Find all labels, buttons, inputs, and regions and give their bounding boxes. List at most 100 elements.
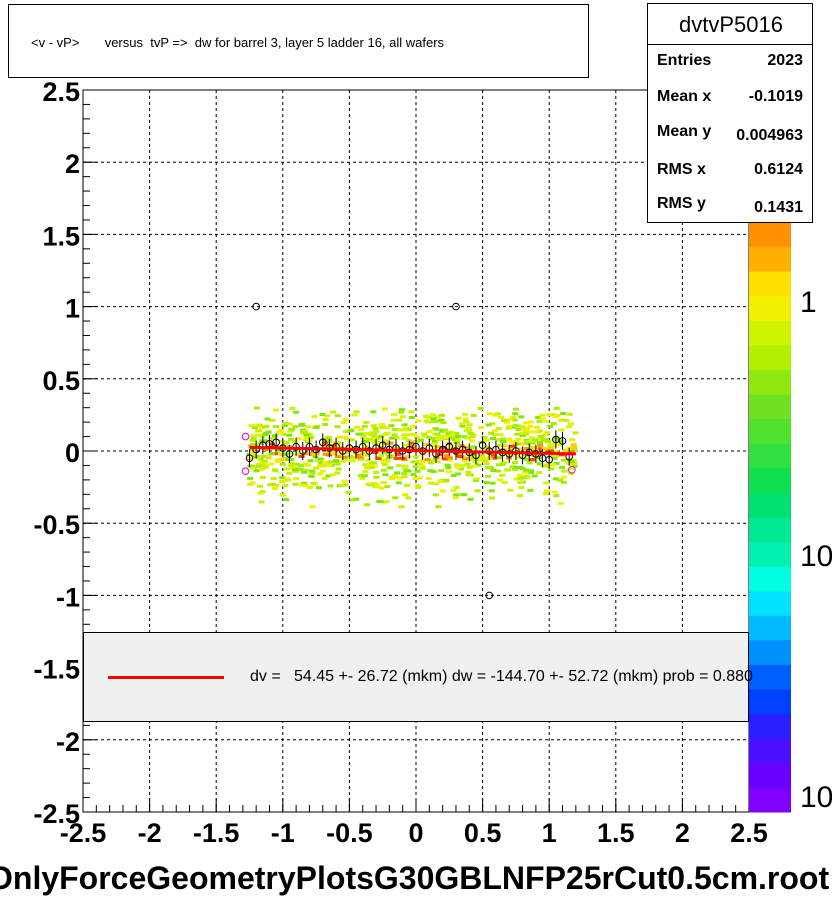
heatmap-cell (488, 489, 495, 493)
heatmap-cell (395, 464, 402, 468)
heatmap-cell (248, 424, 255, 428)
heatmap-cell (323, 443, 330, 447)
heatmap-cell (499, 437, 506, 441)
heatmap-cell (311, 415, 318, 419)
colorbar-step (749, 492, 791, 518)
heatmap-cell (517, 473, 524, 477)
heatmap-cell (348, 459, 355, 463)
heatmap-cell (265, 456, 272, 460)
heatmap-cell (283, 441, 290, 445)
heatmap-cell (392, 475, 399, 479)
heatmap-cell (325, 463, 332, 467)
heatmap-cell (372, 464, 379, 468)
heatmap-cell (257, 441, 264, 445)
heatmap-cell (361, 474, 368, 478)
stats-row-mean-x: Mean x -0.1019 (648, 88, 812, 118)
heatmap-cell (259, 475, 266, 479)
heatmap-cell (285, 444, 292, 448)
heatmap-cell (293, 477, 300, 481)
y-tick-label: -1 (56, 582, 80, 612)
heatmap-cell (547, 424, 554, 428)
heatmap-cell (292, 425, 299, 429)
heatmap-cell (565, 425, 572, 429)
heatmap-cell (491, 433, 498, 437)
stats-separator (648, 44, 812, 45)
heatmap-cell (374, 483, 381, 487)
heatmap-cell (268, 437, 275, 441)
heatmap-cell (423, 414, 430, 418)
heatmap-cell (305, 425, 312, 429)
heatmap-cell (458, 467, 465, 471)
heatmap-cell (299, 422, 306, 426)
colorbar-step (749, 344, 791, 370)
heatmap-cell (540, 438, 547, 442)
x-tick-label: 2.5 (730, 818, 768, 848)
heatmap-cell (356, 455, 363, 459)
heatmap-cell (396, 418, 403, 422)
heatmap-cell (513, 440, 520, 444)
heatmap-cell (372, 441, 379, 445)
x-tick-label: -1 (271, 818, 295, 848)
heatmap-cell (560, 412, 567, 416)
heatmap-cell (528, 445, 535, 449)
heatmap-cell (293, 462, 300, 466)
heatmap-cell (313, 466, 320, 470)
heatmap-cell (557, 501, 564, 505)
heatmap-cell (505, 426, 512, 430)
heatmap-cell (291, 468, 298, 472)
heatmap-cell (478, 454, 485, 458)
heatmap-cell (446, 456, 453, 460)
heatmap-cell (279, 462, 286, 466)
heatmap-cell (495, 427, 502, 431)
heatmap-cell (334, 414, 341, 418)
heatmap-cell (552, 477, 559, 481)
heatmap-cell (297, 467, 304, 471)
heatmap-cell (380, 460, 387, 464)
stats-value: 0.6124 (754, 161, 803, 178)
heatmap-cell (511, 418, 518, 422)
heatmap-cell (267, 483, 274, 487)
heatmap-cell (465, 473, 472, 477)
heatmap-cell (433, 436, 440, 440)
heatmap-cell (389, 477, 396, 481)
heatmap-cell (516, 494, 523, 498)
heatmap-cell (532, 438, 539, 442)
heatmap-cell (327, 460, 334, 464)
heatmap-cell (428, 461, 435, 465)
heatmap-cell (449, 433, 456, 437)
heatmap-cell (410, 473, 417, 477)
heatmap-cell (533, 430, 540, 434)
heatmap-cell (421, 434, 428, 438)
y-tick-label: 2 (65, 149, 80, 179)
heatmap-cell (274, 460, 281, 464)
heatmap-cell (402, 464, 409, 468)
heatmap-cell (398, 410, 405, 414)
y-tick-label: -2.5 (33, 799, 80, 829)
heatmap-cell (253, 406, 260, 410)
heatmap-cell (288, 464, 295, 468)
heatmap-cell (501, 481, 508, 485)
heatmap-cell (406, 427, 413, 431)
heatmap-cell (392, 496, 399, 500)
heatmap-cell (415, 419, 422, 423)
magenta-point (568, 465, 576, 474)
heatmap-cell (401, 475, 408, 479)
heatmap-cell (292, 482, 299, 486)
heatmap-cell (497, 478, 504, 482)
heatmap-cell (437, 479, 444, 483)
heatmap-cell (321, 476, 328, 480)
profile-point (378, 441, 387, 450)
heatmap-cell (434, 419, 441, 423)
heatmap-cell (372, 450, 379, 454)
colorbar-label: 10 (800, 781, 832, 814)
heatmap-cell (515, 437, 522, 441)
heatmap-cell (363, 453, 370, 457)
heatmap-cell (320, 464, 327, 468)
heatmap-cell (250, 434, 257, 438)
heatmap-cell (289, 466, 296, 470)
heatmap-cell (395, 481, 402, 485)
profile-point (318, 438, 327, 447)
heatmap-cell (430, 469, 437, 473)
heatmap-cell (466, 423, 473, 427)
heatmap-cell (357, 473, 364, 477)
